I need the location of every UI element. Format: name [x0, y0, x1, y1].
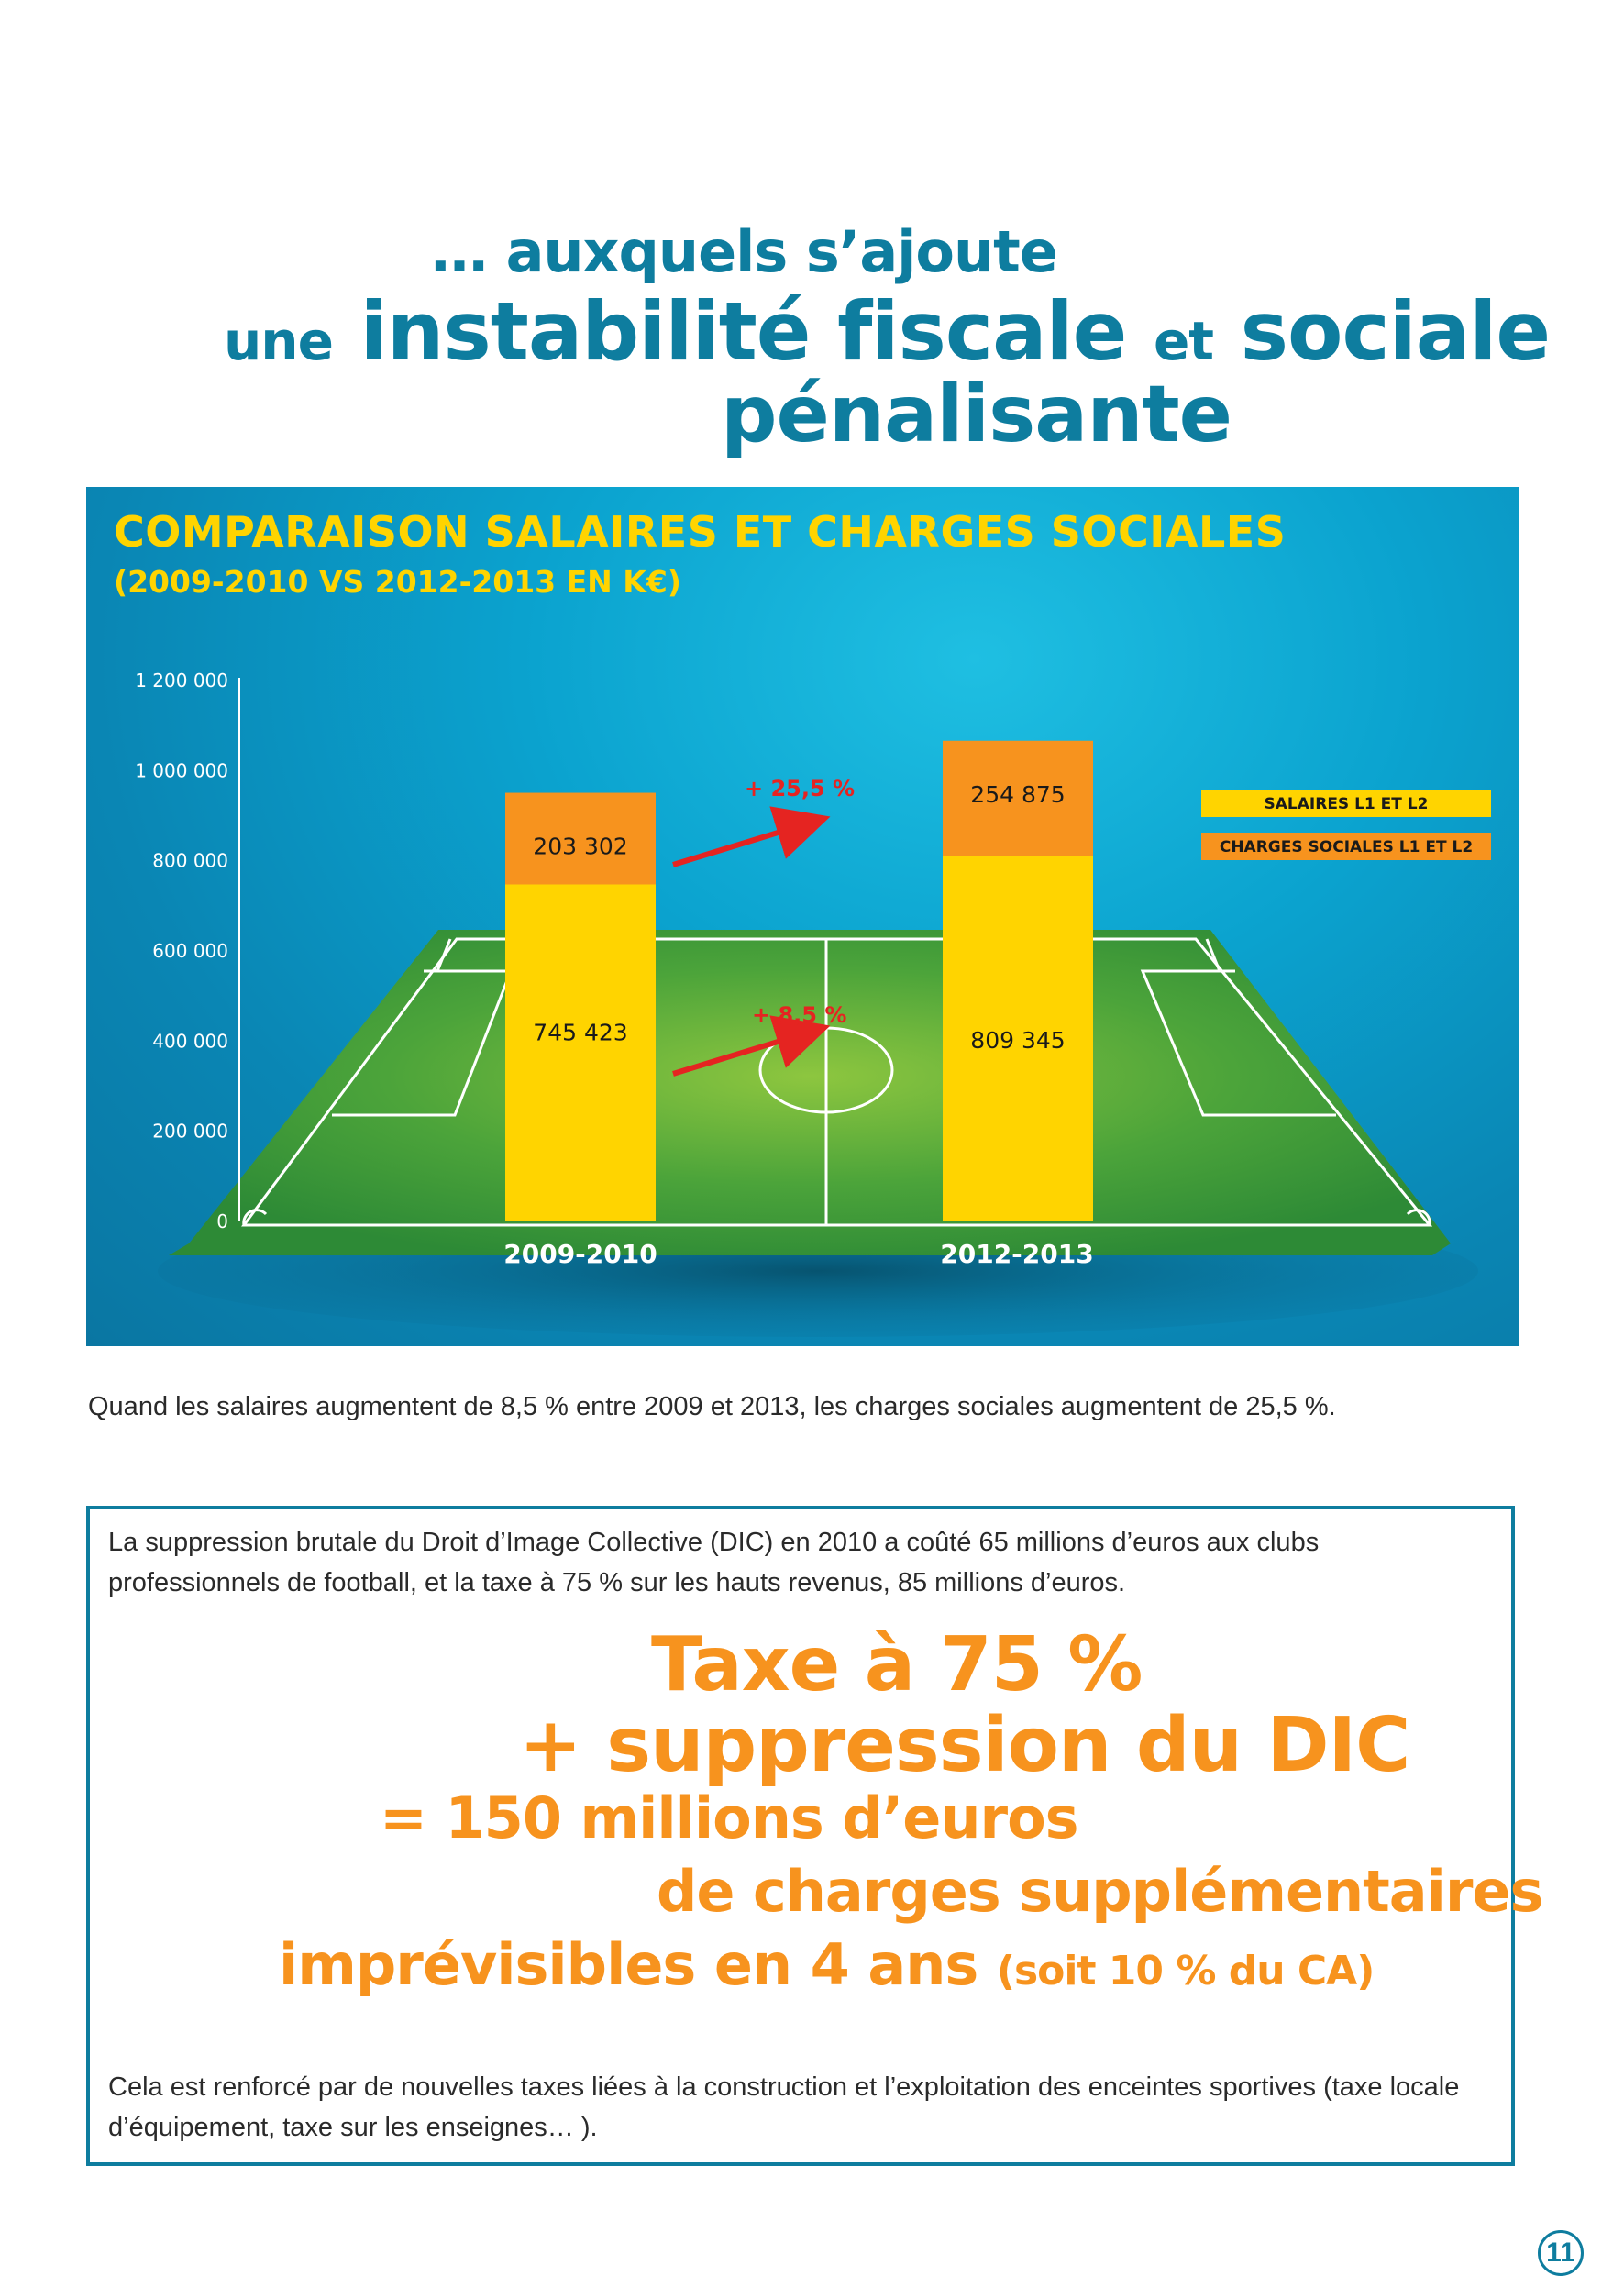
legend: SALAIRES L1 ET L2 CHARGES SOCIALES L1 ET…	[1201, 790, 1491, 860]
chart-panel: 0 200 000 400 000 600 000 800 000 1 000 000 1 …	[86, 487, 1519, 1346]
y-tick-label: 400 000	[152, 1030, 228, 1052]
heading-word-et: et	[1153, 310, 1214, 372]
y-tick-label: 200 000	[152, 1121, 228, 1143]
y-tick-label: 1 000 000	[135, 759, 228, 781]
legend-label-charges: CHARGES SOCIALES L1 ET L2	[1220, 838, 1473, 856]
heading-line-3: pénalisante	[721, 369, 1232, 460]
bar-charges-2012-2013	[943, 740, 1093, 856]
page-number: 11	[1538, 2230, 1584, 2276]
x-label-2009-2010: 2009-2010	[503, 1239, 657, 1269]
y-tick-label: 0	[216, 1210, 228, 1232]
highlight-line-5: imprévisibles en 4 ans (soit 10 % du CA)	[279, 1931, 1375, 1998]
highlight-line-5-note: (soit 10 % du CA)	[996, 1948, 1375, 1994]
bar-salaires-2012-2013	[943, 856, 1093, 1221]
chart-subtitle: (2009-2010 VS 2012-2013 EN K€)	[114, 564, 681, 600]
legend-swatch-charges	[1201, 833, 1491, 860]
y-tick-label: 1 200 000	[135, 669, 228, 691]
salaries-growth-label: + 8,5 %	[752, 1002, 846, 1028]
y-tick-label: 800 000	[152, 850, 228, 872]
bar-charges-2009-2010	[505, 792, 656, 885]
y-axis-ticks: 0 200 000 400 000 600 000 800 000 1 000 000 1 …	[135, 669, 228, 1232]
highlight-line-1: Taxe à 75 %	[651, 1621, 1143, 1708]
football-pitch	[169, 930, 1451, 1255]
chart-caption: Quand les salaires augmentent de 8,5 % e…	[88, 1392, 1336, 1421]
legend-swatch-salaires	[1201, 790, 1491, 817]
highlight-line-4: de charges supplémentaires	[657, 1858, 1543, 1925]
y-tick-label: 600 000	[152, 940, 228, 962]
chart-title: COMPARAISON SALAIRES ET CHARGES SOCIALES	[114, 507, 1287, 557]
chart-svg: 0 200 000 400 000 600 000 800 000 1 000 000 1 …	[135, 669, 1491, 1337]
heading-instabilite-fiscale: instabilité fiscale	[359, 284, 1128, 379]
heading-word-sociale: sociale	[1240, 284, 1551, 379]
bar-value-label: 809 345	[970, 1027, 1065, 1054]
bar-value-label: 745 423	[533, 1020, 627, 1046]
info-paragraph-1: La suppression brutale du Droit d’Image …	[108, 1528, 1320, 1597]
bar-salaires-2009-2010	[505, 884, 656, 1221]
highlight-line-3: = 150 millions d’euros	[380, 1784, 1079, 1851]
legend-label-salaires: SALAIRES L1 ET L2	[1265, 795, 1429, 813]
info-paragraph-2: Cela est renforcé par de nouvelles taxes…	[108, 2072, 1460, 2142]
bar-value-label: 254 875	[970, 781, 1065, 808]
charges-growth-arrow	[672, 806, 831, 867]
salaries-growth-arrow	[672, 1015, 831, 1077]
bar-value-label: 203 302	[533, 834, 627, 860]
heading-line-2: une instabilité fiscale et sociale	[224, 284, 1551, 379]
heading-line-1: … auxquels s’ajoute	[431, 218, 1058, 285]
x-label-2012-2013: 2012-2013	[940, 1239, 1093, 1269]
heading-word-une: une	[224, 310, 334, 372]
charges-growth-label: + 25,5 %	[745, 776, 855, 801]
highlight-line-2: + suppression du DIC	[519, 1702, 1410, 1789]
highlight-line-5-main: imprévisibles en 4 ans	[279, 1931, 978, 1998]
bars: 745 423 203 302 809 345 254 875	[505, 740, 1093, 1221]
info-box: La suppression brutale du Droit d’Image …	[86, 1506, 1543, 2166]
